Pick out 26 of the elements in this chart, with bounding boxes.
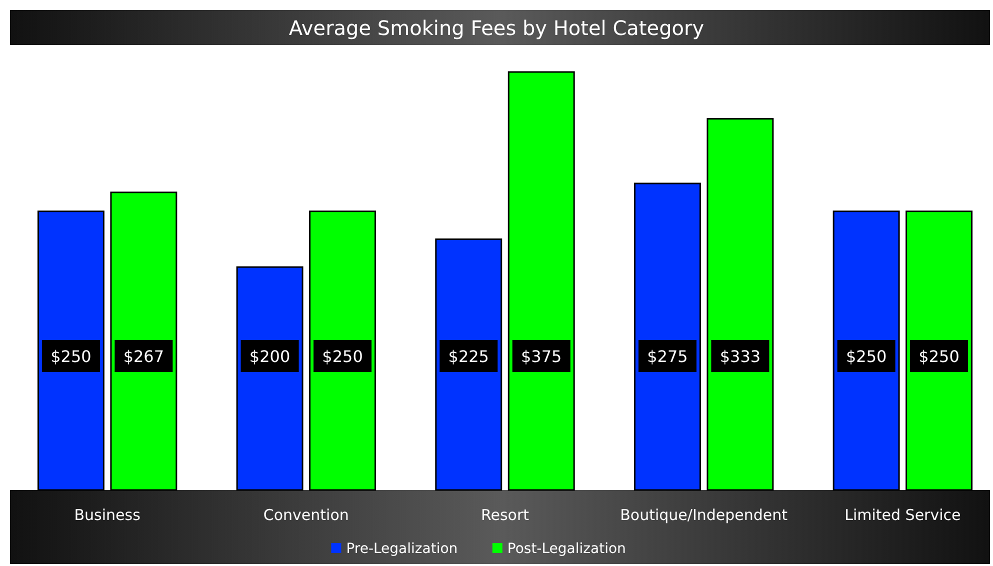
data-label: $267 — [123, 347, 164, 366]
x-tick-label: Resort — [480, 506, 530, 524]
data-label: $275 — [647, 347, 688, 366]
data-label: $225 — [448, 347, 489, 366]
x-tick-label: Business — [74, 506, 141, 524]
bar — [508, 71, 575, 491]
legend-label: Post-Legalization — [507, 541, 626, 557]
bar — [309, 210, 376, 491]
bar — [37, 210, 104, 491]
data-label: $250 — [918, 347, 960, 366]
x-tick-label: Limited Service — [844, 506, 961, 524]
data-label: $250 — [846, 347, 887, 366]
bar — [435, 238, 502, 491]
data-label: $333 — [720, 347, 761, 366]
bar — [906, 210, 973, 491]
x-tick-label: Boutique/Independent — [620, 506, 788, 524]
x-tick-label: Convention — [263, 506, 349, 524]
data-label: $375 — [521, 347, 562, 366]
data-label: $250 — [322, 347, 363, 366]
legend-label: Pre-Legalization — [346, 541, 458, 557]
bar — [110, 192, 178, 491]
data-label: $200 — [249, 347, 290, 366]
bar — [832, 210, 900, 491]
data-label: $250 — [50, 347, 92, 366]
chart-title: Average Smoking Fees by Hotel Category — [288, 16, 704, 40]
bar — [706, 118, 774, 491]
